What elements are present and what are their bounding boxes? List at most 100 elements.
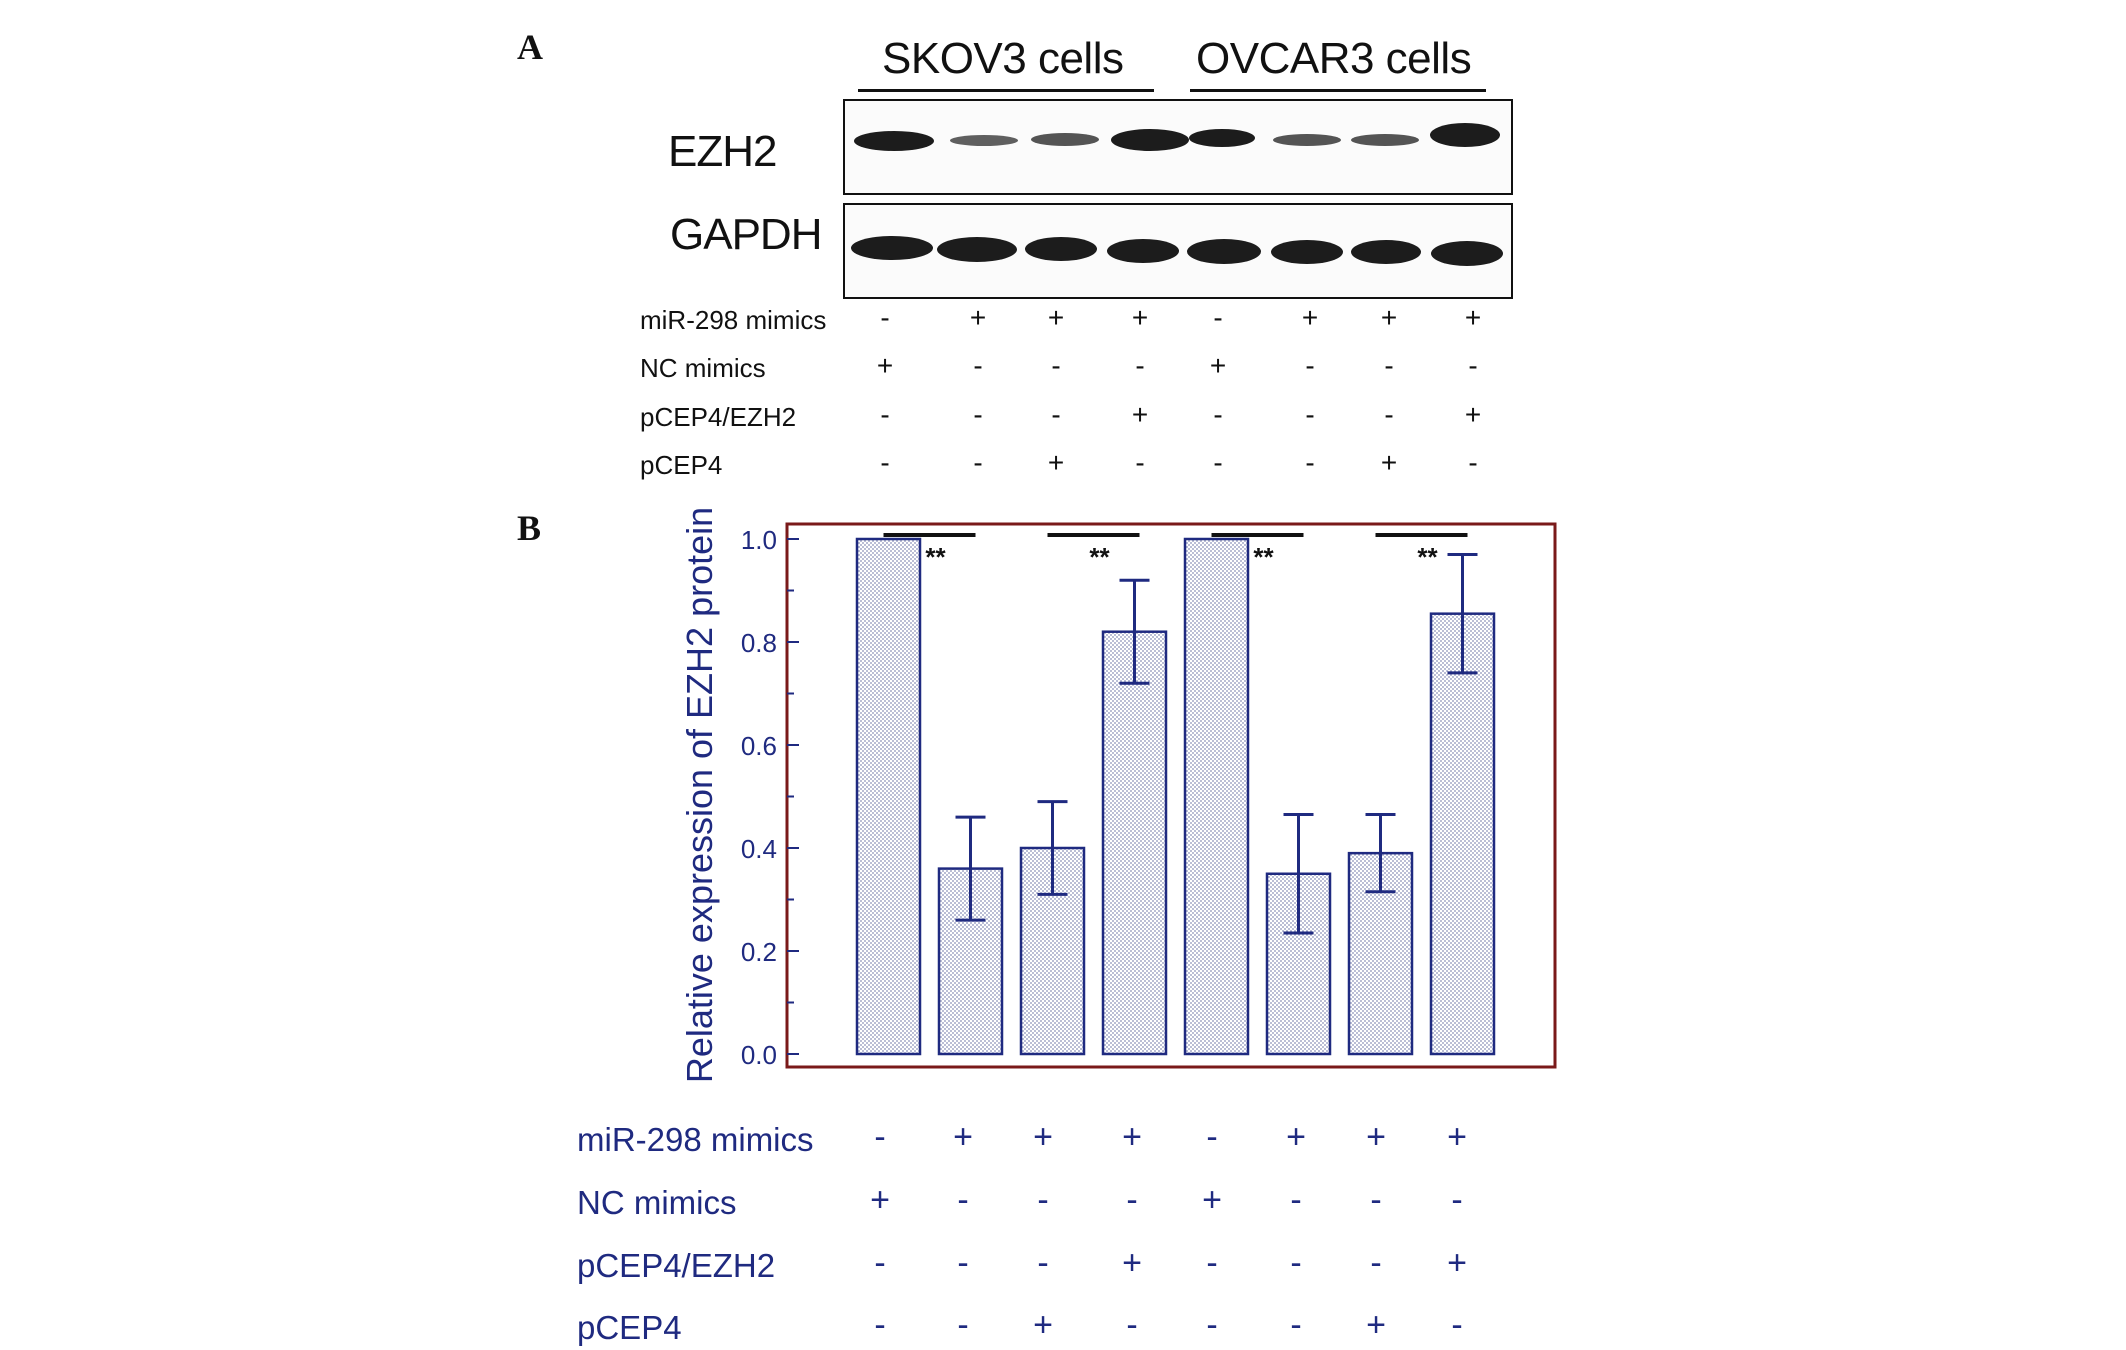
cond-b-row-sign-4-1: - (874, 1306, 886, 1344)
cond-b-row-sign-1-7: + (1366, 1118, 1386, 1156)
cell-group-ovcar3-line (1190, 89, 1486, 92)
cond-a-row-sign-3-6: - (1305, 399, 1315, 430)
significance-label-4: ** (1417, 542, 1438, 572)
significance-label-1: ** (925, 542, 946, 572)
cond-b-row-sign-4-2: - (957, 1306, 969, 1344)
bar-1 (855, 537, 922, 1056)
cond-a-row-sign-2-2: - (973, 350, 983, 381)
cond-b-row-sign-1-6: + (1286, 1118, 1306, 1156)
band-ezh2-lane-2 (950, 135, 1018, 146)
cond-a-row-sign-4-4: - (1135, 447, 1145, 478)
cond-b-row-label-4: pCEP4 (577, 1309, 682, 1346)
cond-b-row-sign-2-8: - (1451, 1181, 1463, 1219)
y-tick-label-1: 0.2 (741, 937, 777, 967)
band-ezh2-lane-8 (1430, 123, 1500, 147)
cond-a-row-sign-4-6: - (1305, 447, 1315, 478)
cond-b-row-sign-3-2: - (957, 1244, 969, 1282)
protein-label-ezh2: EZH2 (668, 127, 777, 176)
cell-group-skov3: SKOV3 cells (882, 34, 1124, 83)
cond-b-row-sign-2-1: + (870, 1181, 890, 1219)
cond-a-row-sign-2-8: - (1468, 350, 1478, 381)
band-ezh2-lane-3 (1031, 133, 1099, 146)
band-ezh2-lane-5 (1189, 129, 1255, 147)
significance-label-3: ** (1253, 542, 1274, 572)
bar-4 (1101, 630, 1168, 1056)
cond-b-row-sign-1-2: + (953, 1118, 973, 1156)
band-gapdh-lane-6 (1271, 240, 1343, 264)
cond-b-row-sign-4-8: - (1451, 1306, 1463, 1344)
cond-a-row-sign-3-3: - (1051, 399, 1061, 430)
band-gapdh-lane-1 (851, 236, 933, 260)
cond-b-row-sign-2-7: - (1370, 1181, 1382, 1219)
cond-b-row-sign-1-1: - (874, 1118, 886, 1156)
significance-label-2: ** (1089, 542, 1110, 572)
y-tick-label-0: 0.0 (741, 1040, 777, 1070)
band-ezh2-lane-6 (1273, 134, 1341, 146)
cond-b-row-sign-3-4: + (1122, 1244, 1142, 1282)
cond-b-row-sign-4-6: - (1290, 1306, 1302, 1344)
bar-5 (1183, 537, 1250, 1056)
protein-label-gapdh: GAPDH (670, 210, 822, 259)
cond-a-row-sign-4-2: - (973, 447, 983, 478)
band-ezh2-lane-1 (854, 131, 934, 151)
band-ezh2-lane-7 (1351, 134, 1419, 146)
cond-a-row-sign-2-3: - (1051, 350, 1061, 381)
cond-b-row-sign-2-2: - (957, 1181, 969, 1219)
blot-ezh2 (843, 99, 1513, 195)
cond-b-row-sign-2-5: + (1202, 1181, 1222, 1219)
cond-a-row-sign-4-3: + (1047, 447, 1065, 478)
cond-a-row-label-1: miR-298 mimics (640, 305, 827, 335)
cond-a-row-sign-1-2: + (969, 302, 987, 333)
cond-a-row-sign-2-1: + (876, 350, 894, 381)
cond-a-row-sign-4-8: - (1468, 447, 1478, 478)
cond-b-row-sign-3-6: - (1290, 1244, 1302, 1282)
cond-b-row-sign-2-6: - (1290, 1181, 1302, 1219)
y-tick-label-4: 0.8 (741, 628, 777, 658)
cond-b-row-sign-4-7: + (1366, 1306, 1386, 1344)
y-tick-label-3: 0.6 (741, 731, 777, 761)
cond-a-row-sign-1-4: + (1131, 302, 1149, 333)
cond-a-row-sign-3-2: - (973, 399, 983, 430)
band-gapdh-lane-2 (937, 237, 1017, 262)
cond-b-row-label-2: NC mimics (577, 1184, 737, 1221)
cond-a-row-sign-2-7: - (1384, 350, 1394, 381)
cond-a-row-sign-3-1: - (880, 399, 890, 430)
cell-group-ovcar3: OVCAR3 cells (1196, 34, 1472, 83)
y-axis-label: Relative expression of EZH2 protein (679, 507, 720, 1083)
cond-a-row-sign-4-1: - (880, 447, 890, 478)
band-gapdh-lane-4 (1107, 239, 1179, 263)
cond-a-row-sign-2-4: - (1135, 350, 1145, 381)
panel-b-letter: B (517, 508, 542, 548)
cond-a-row-sign-3-5: - (1213, 399, 1223, 430)
cond-a-row-sign-4-5: - (1213, 447, 1223, 478)
band-gapdh-lane-7 (1351, 240, 1421, 264)
cond-b-row-sign-2-3: - (1037, 1181, 1049, 1219)
y-tick-label-2: 0.4 (741, 834, 777, 864)
band-gapdh-lane-3 (1025, 237, 1097, 261)
cond-b-row-sign-2-4: - (1126, 1181, 1138, 1219)
cond-b-row-label-3: pCEP4/EZH2 (577, 1247, 776, 1284)
cond-a-row-sign-3-8: + (1464, 399, 1482, 430)
cond-a-row-sign-2-5: + (1209, 350, 1227, 381)
cond-b-row-sign-4-5: - (1206, 1306, 1218, 1344)
cond-a-row-sign-1-3: + (1047, 302, 1065, 333)
cond-b-row-sign-3-8: + (1447, 1244, 1467, 1282)
cond-b-row-sign-4-4: - (1126, 1306, 1138, 1344)
cond-a-row-sign-3-4: + (1131, 399, 1149, 430)
cond-b-row-sign-3-1: - (874, 1244, 886, 1282)
band-gapdh-lane-5 (1187, 239, 1261, 264)
blot-gapdh (843, 203, 1513, 299)
cond-a-row-sign-1-5: - (1213, 302, 1223, 333)
cond-a-row-sign-1-1: - (880, 302, 890, 333)
cond-b-row-sign-3-7: - (1370, 1244, 1382, 1282)
cond-b-row-sign-3-5: - (1206, 1244, 1218, 1282)
cell-group-skov3-line (858, 89, 1154, 92)
cond-a-row-sign-4-7: + (1380, 447, 1398, 478)
cond-a-row-sign-1-7: + (1380, 302, 1398, 333)
cond-a-row-sign-3-7: - (1384, 399, 1394, 430)
cond-a-row-label-2: NC mimics (640, 353, 766, 383)
cond-a-row-sign-1-6: + (1301, 302, 1319, 333)
cond-b-row-sign-1-4: + (1122, 1118, 1142, 1156)
cond-b-row-sign-3-3: - (1037, 1244, 1049, 1282)
